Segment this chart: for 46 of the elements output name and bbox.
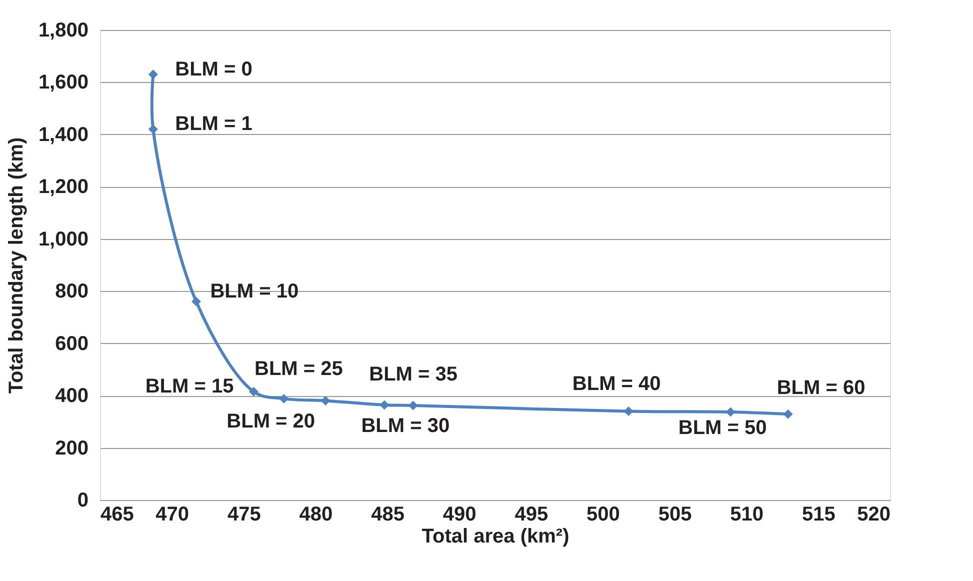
y-tick-label: 200: [55, 437, 88, 460]
x-tick-label: 495: [514, 504, 548, 526]
y-tick-label: 600: [55, 332, 88, 355]
x-tick-label: 485: [371, 504, 404, 526]
x-tick-label: 490: [442, 504, 476, 526]
y-tick-label: 1,200: [38, 176, 88, 198]
point: [191, 296, 201, 306]
point: [408, 400, 418, 410]
point: [380, 400, 390, 410]
x-tick-label: 470: [156, 504, 190, 526]
y-tick-label: 1,600: [38, 72, 88, 94]
x-tick-label: 505: [658, 504, 692, 526]
point: [726, 407, 736, 417]
point: [624, 406, 634, 416]
x-axis-title: Total area (km²): [422, 526, 570, 548]
point: [783, 409, 793, 419]
annotation: BLM = 40: [572, 373, 661, 396]
x-tick-label: 510: [730, 504, 764, 526]
y-axis-title: Total boundary length (km): [5, 137, 28, 394]
annotation: BLM = 50: [678, 417, 767, 440]
x-tick-label: 475: [227, 504, 261, 526]
y-tick-label: 1,400: [38, 124, 88, 146]
x-tick-label: 500: [586, 504, 620, 526]
y-tick-label: 400: [55, 385, 88, 408]
y-tick-label: 1,000: [38, 228, 88, 250]
annotation: BLM = 15: [145, 376, 234, 398]
y-tick-label: 0: [77, 490, 88, 512]
x-tick-label: 480: [299, 504, 333, 526]
annotation: BLM = 60: [776, 377, 866, 400]
y-tick-label: 1,800: [38, 20, 88, 42]
annotation: BLM = 0: [175, 58, 252, 80]
point: [320, 396, 330, 406]
x-tick-label: 465: [100, 504, 134, 526]
annotation: BLM = 20: [226, 410, 316, 433]
annotation: BLM = 30: [361, 414, 450, 437]
point: [279, 394, 289, 404]
x-tick-label: 515: [802, 504, 836, 526]
x-tick-label: 520: [857, 504, 890, 526]
point: [148, 70, 158, 80]
y-tick-label: 800: [55, 280, 88, 303]
point: [148, 124, 158, 134]
point: [248, 386, 258, 396]
annotation: BLM = 1: [175, 113, 252, 136]
annotation: BLM = 35: [369, 363, 458, 386]
annotation: BLM = 10: [210, 280, 299, 303]
annotation: BLM = 25: [254, 358, 343, 380]
